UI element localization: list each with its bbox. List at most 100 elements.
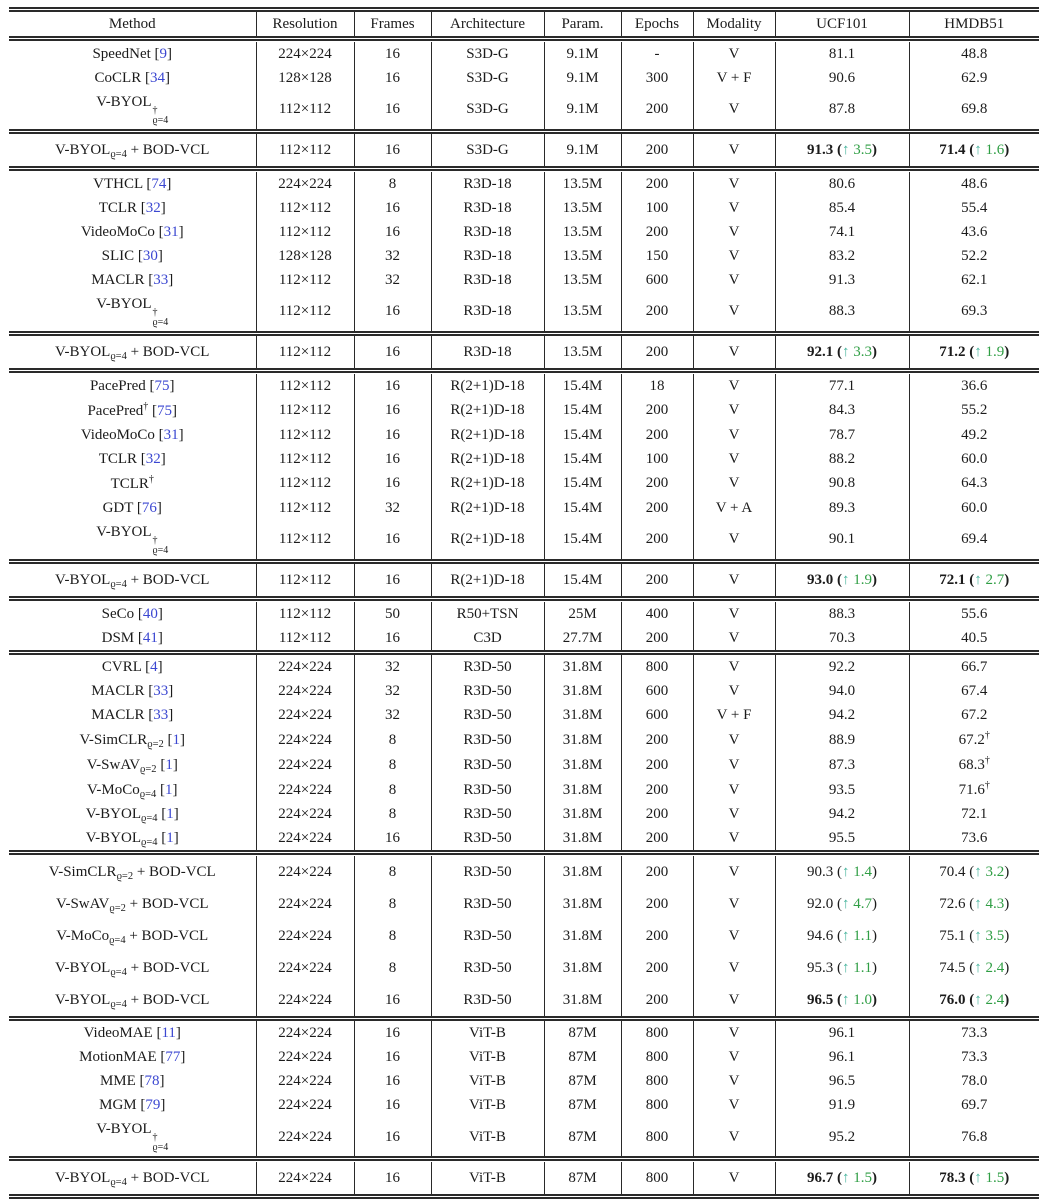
method-name: V-BYOL xyxy=(55,344,110,360)
citation-link[interactable]: [41] xyxy=(134,630,163,646)
dagger-superscript: † xyxy=(985,755,990,766)
citation-link[interactable]: [11] xyxy=(153,1025,181,1041)
citation-link[interactable]: [31] xyxy=(155,427,184,443)
citation-link[interactable]: [1] xyxy=(158,830,179,846)
citation-number[interactable]: 31 xyxy=(164,224,179,240)
score-value: 78.3 xyxy=(939,1170,965,1186)
delta-value: 1.6 xyxy=(986,142,1005,158)
frames-cell: 16 xyxy=(354,398,431,423)
hmdb51-cell: 71.6† xyxy=(909,777,1039,802)
citation-link[interactable]: [75] xyxy=(148,403,177,419)
method-cell: V-BYOLϱ=4 + BOD-VCL xyxy=(9,336,256,371)
citation-link[interactable]: [1] xyxy=(164,732,185,748)
citation-number[interactable]: 40 xyxy=(143,606,158,622)
citation-link[interactable]: [33] xyxy=(145,707,174,723)
method-suffix: + BOD-VCL xyxy=(127,142,210,158)
score-value: 36.6 xyxy=(961,378,987,394)
param-cell: 31.8M xyxy=(544,655,621,679)
epochs-cell: 600 xyxy=(621,703,693,727)
citation-link[interactable]: [33] xyxy=(145,683,174,699)
method-name: V-SwAV xyxy=(87,757,140,773)
citation-number[interactable]: 30 xyxy=(143,248,158,264)
citation-number[interactable]: 74 xyxy=(151,176,166,192)
citation-link[interactable]: [4] xyxy=(141,659,162,675)
resolution-cell: 112×112 xyxy=(256,520,354,562)
resolution-cell: 224×224 xyxy=(256,1093,354,1117)
architecture-cell: R3D-18 xyxy=(431,268,544,292)
citation-number[interactable]: 79 xyxy=(145,1097,160,1113)
score-value: 85.4 xyxy=(829,200,855,216)
citation-number[interactable]: 1 xyxy=(165,782,173,798)
citation-link[interactable]: [9] xyxy=(151,46,172,62)
citation-number[interactable]: 33 xyxy=(153,707,168,723)
method-cell: V-BYOLϱ=4 + BOD-VCL xyxy=(9,984,256,1019)
delta-paren-open: ( xyxy=(966,864,975,880)
citation-number[interactable]: 9 xyxy=(160,46,168,62)
param-cell: 15.4M xyxy=(544,471,621,496)
epochs-cell: 300 xyxy=(621,66,693,90)
modality-cell: V xyxy=(693,727,775,752)
modality-cell: V xyxy=(693,398,775,423)
frames-cell: 16 xyxy=(354,984,431,1019)
citation-link[interactable]: [32] xyxy=(137,451,166,467)
architecture-cell: R3D-50 xyxy=(431,920,544,952)
citation-number[interactable]: 77 xyxy=(165,1049,180,1065)
citation-number[interactable]: 1 xyxy=(165,757,173,773)
citation-link[interactable]: [34] xyxy=(141,70,170,86)
citation-number[interactable]: 1 xyxy=(173,732,181,748)
architecture-cell: ViT-B xyxy=(431,1162,544,1197)
citation-number[interactable]: 41 xyxy=(143,630,158,646)
citation-number[interactable]: 34 xyxy=(150,70,165,86)
citation-link[interactable]: [31] xyxy=(155,224,184,240)
citation-number[interactable]: 33 xyxy=(153,272,168,288)
citation-link[interactable]: [32] xyxy=(137,200,166,216)
frames-cell: 16 xyxy=(354,220,431,244)
architecture-cell: R3D-50 xyxy=(431,984,544,1019)
frames-cell: 16 xyxy=(354,1021,431,1045)
citation-link[interactable]: [1] xyxy=(158,806,179,822)
citation-number[interactable]: 4 xyxy=(150,659,158,675)
citation-number[interactable]: 32 xyxy=(146,200,161,216)
rho-subscript: ϱ=4 xyxy=(141,837,158,848)
method-cell: V-BYOLϱ=4 + BOD-VCL xyxy=(9,134,256,169)
hmdb51-cell: 36.6 xyxy=(909,374,1039,398)
param-cell: 9.1M xyxy=(544,134,621,169)
citation-link[interactable]: [30] xyxy=(134,248,163,264)
citation-link[interactable]: [74] xyxy=(143,176,172,192)
modality-cell: V xyxy=(693,220,775,244)
delta-value: 1.1 xyxy=(853,928,872,944)
citation-number[interactable]: 33 xyxy=(153,683,168,699)
rho-subscript: ϱ=2 xyxy=(140,764,157,775)
modality-cell: V xyxy=(693,752,775,777)
citation-link[interactable]: [79] xyxy=(137,1097,166,1113)
citation-number[interactable]: 76 xyxy=(142,500,157,516)
citation-link[interactable]: [76] xyxy=(133,500,162,516)
citation-number[interactable]: 78 xyxy=(145,1073,160,1089)
hmdb51-cell: 67.4 xyxy=(909,679,1039,703)
citation-number[interactable]: 1 xyxy=(166,830,174,846)
epochs-cell: 200 xyxy=(621,90,693,132)
frames-cell: 50 xyxy=(354,602,431,626)
citation-link[interactable]: [33] xyxy=(145,272,174,288)
method-cell: SLIC [30] xyxy=(9,244,256,268)
citation-link[interactable]: [1] xyxy=(156,782,177,798)
citation-link[interactable]: [40] xyxy=(134,606,163,622)
ucf101-cell: 87.3 xyxy=(775,752,909,777)
citation-number[interactable]: 1 xyxy=(166,806,174,822)
citation-link[interactable]: [75] xyxy=(146,378,175,394)
citation-number[interactable]: 75 xyxy=(157,403,172,419)
citation-number[interactable]: 32 xyxy=(146,451,161,467)
citation-link[interactable]: [78] xyxy=(136,1073,165,1089)
frames-cell: 32 xyxy=(354,679,431,703)
citation-link[interactable]: [77] xyxy=(157,1049,186,1065)
architecture-cell: S3D-G xyxy=(431,90,544,132)
citation-number[interactable]: 11 xyxy=(161,1025,175,1041)
citation-number[interactable]: 75 xyxy=(155,378,170,394)
rho-subscript: ϱ=4 xyxy=(153,546,169,556)
citation-link[interactable]: [1] xyxy=(157,757,178,773)
citation-number[interactable]: 31 xyxy=(164,427,179,443)
method-cell: V-BYOL†ϱ=4 xyxy=(9,520,256,562)
method-name: CVRL xyxy=(102,659,141,675)
